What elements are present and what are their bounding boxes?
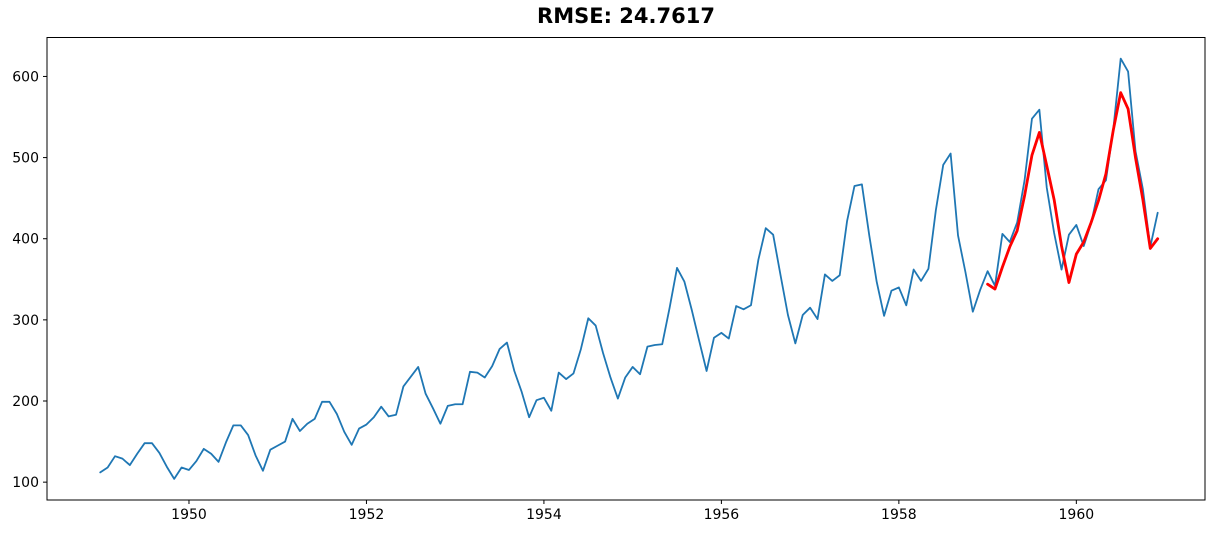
y-tick-label: 200	[12, 394, 39, 410]
x-tick-label: 1960	[1059, 507, 1095, 523]
x-tick-label: 1956	[704, 507, 740, 523]
x-tick-label: 1958	[881, 507, 917, 523]
y-tick-label: 500	[12, 151, 39, 167]
x-tick-label: 1950	[171, 507, 207, 523]
y-tick-label: 400	[12, 232, 39, 248]
plot-border	[46, 37, 1206, 501]
x-tick-label: 1952	[349, 507, 385, 523]
y-tick-label: 300	[12, 313, 39, 329]
chart-title: RMSE: 24.7617	[537, 4, 715, 28]
series-actual-line	[99, 57, 1159, 480]
y-tick-label: 600	[12, 69, 39, 85]
series-predicted-line	[986, 91, 1160, 291]
y-tick-label: 100	[12, 475, 39, 491]
x-tick-label: 1954	[526, 507, 562, 523]
